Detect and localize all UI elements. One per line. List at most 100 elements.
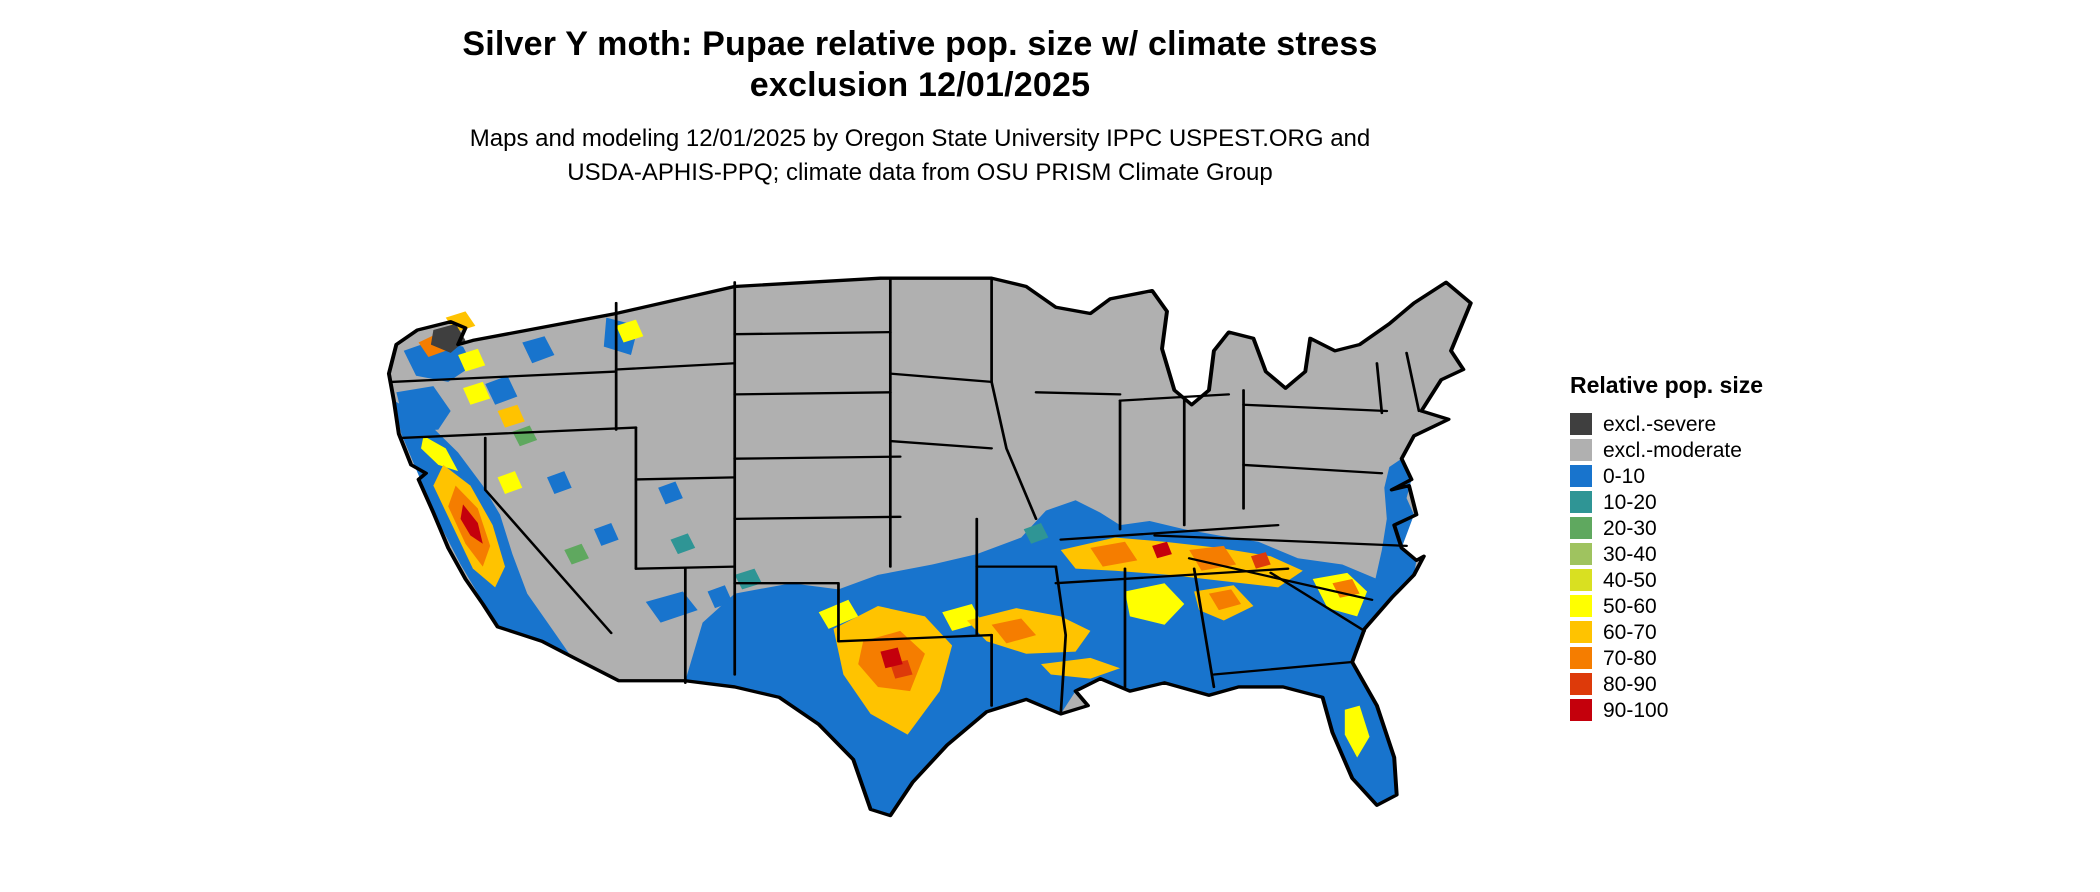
population-region bbox=[522, 336, 555, 364]
population-region bbox=[707, 585, 733, 609]
population-region bbox=[564, 543, 589, 565]
population-region bbox=[421, 435, 459, 472]
population-region bbox=[1344, 705, 1370, 758]
population-region bbox=[670, 533, 696, 555]
population-region bbox=[460, 504, 483, 544]
population-region bbox=[403, 340, 473, 382]
page-title-line-2: exclusion 12/01/2025 bbox=[749, 66, 1091, 105]
legend-row: 80-90 bbox=[1570, 671, 1870, 697]
legend-row: 30-40 bbox=[1570, 541, 1870, 567]
state-border bbox=[1054, 565, 1068, 716]
population-region bbox=[1152, 541, 1172, 559]
state-border bbox=[733, 455, 902, 460]
legend-label: 20-30 bbox=[1603, 516, 1657, 540]
population-region bbox=[1090, 541, 1138, 567]
legend-row: excl.-severe bbox=[1570, 411, 1870, 437]
population-region bbox=[485, 375, 518, 405]
legend-swatch bbox=[1570, 569, 1592, 591]
population-region bbox=[497, 404, 525, 428]
population-region bbox=[497, 471, 523, 494]
state-border bbox=[733, 391, 892, 396]
map-legend: Relative pop. size excl.-severe excl.-mo… bbox=[1570, 372, 1870, 723]
legend-swatch bbox=[1570, 673, 1592, 695]
state-border bbox=[1034, 391, 1122, 396]
legend-label: 80-90 bbox=[1603, 672, 1657, 696]
legend-swatch bbox=[1570, 595, 1592, 617]
population-region bbox=[880, 647, 903, 669]
legend-swatch bbox=[1570, 517, 1592, 539]
legend-swatch bbox=[1570, 699, 1592, 721]
state-border bbox=[733, 515, 902, 521]
legend-row: 10-20 bbox=[1570, 489, 1870, 515]
legend-label: excl.-severe bbox=[1603, 412, 1717, 436]
population-region bbox=[1023, 523, 1049, 544]
state-borders bbox=[390, 277, 1421, 716]
page-title-line-1: Silver Y moth: Pupae relative pop. size … bbox=[462, 25, 1378, 63]
state-border bbox=[1242, 463, 1384, 475]
legend-row: 0-10 bbox=[1570, 463, 1870, 489]
legend-row: 20-30 bbox=[1570, 515, 1870, 541]
population-region bbox=[547, 471, 572, 494]
legend-swatch bbox=[1570, 413, 1592, 435]
state-border bbox=[888, 439, 993, 450]
legend-swatch bbox=[1570, 543, 1592, 565]
legend-label: 0-10 bbox=[1603, 464, 1646, 488]
population-region bbox=[658, 481, 683, 505]
state-border bbox=[1212, 660, 1354, 676]
state-border bbox=[733, 582, 993, 643]
state-border bbox=[1118, 393, 1231, 402]
legend-label: 50-60 bbox=[1603, 594, 1657, 618]
population-region bbox=[1250, 552, 1271, 569]
population-region bbox=[458, 348, 486, 372]
page-title: Silver Y moth: Pupae relative pop. size … bbox=[320, 24, 1520, 107]
legend-swatch bbox=[1570, 621, 1592, 643]
legend-swatch bbox=[1570, 439, 1592, 461]
legend-label: 90-100 bbox=[1603, 698, 1669, 722]
legend-row: 50-60 bbox=[1570, 593, 1870, 619]
state-border bbox=[888, 372, 993, 384]
legend-row: 40-50 bbox=[1570, 567, 1870, 593]
population-region bbox=[616, 319, 644, 343]
legend-row: 60-70 bbox=[1570, 619, 1870, 645]
legend-label: excl.-moderate bbox=[1603, 438, 1742, 462]
state-border bbox=[1269, 571, 1366, 633]
legend-swatch bbox=[1570, 491, 1592, 513]
population-region bbox=[463, 381, 491, 405]
population-region bbox=[1041, 657, 1121, 679]
regions-pop-90-100 bbox=[460, 504, 1172, 669]
state-border bbox=[399, 426, 638, 440]
map-canvas bbox=[300, 218, 1535, 882]
state-border bbox=[1192, 567, 1216, 689]
population-region bbox=[1208, 589, 1242, 611]
legend-title: Relative pop. size bbox=[1570, 372, 1764, 398]
legend-row: excl.-moderate bbox=[1570, 437, 1870, 463]
legend-row: 70-80 bbox=[1570, 645, 1870, 671]
legend-label: 70-80 bbox=[1603, 646, 1657, 670]
conus-outline bbox=[386, 276, 1473, 818]
state-border bbox=[1405, 351, 1421, 413]
legend-label: 10-20 bbox=[1603, 490, 1657, 514]
legend-label: 40-50 bbox=[1603, 568, 1657, 592]
state-border bbox=[390, 370, 618, 384]
state-border bbox=[483, 436, 613, 635]
legend-row: 90-100 bbox=[1570, 697, 1870, 723]
population-region bbox=[512, 425, 538, 447]
state-border bbox=[1375, 362, 1384, 415]
legend-label: 60-70 bbox=[1603, 620, 1657, 644]
page-subtitle: Maps and modeling 12/01/2025 by Oregon S… bbox=[320, 122, 1520, 189]
population-region bbox=[1189, 545, 1237, 571]
population-region bbox=[1124, 583, 1185, 625]
population-region bbox=[991, 618, 1037, 644]
state-border bbox=[1059, 523, 1280, 541]
us-map-svg bbox=[386, 276, 1473, 818]
state-border bbox=[614, 362, 737, 371]
state-border bbox=[990, 380, 1038, 521]
population-region bbox=[396, 386, 451, 432]
legend-swatch bbox=[1570, 647, 1592, 669]
legend-swatch bbox=[1570, 465, 1592, 487]
state-border bbox=[634, 476, 737, 481]
population-region bbox=[593, 523, 619, 546]
state-border bbox=[733, 330, 892, 336]
legend-label: 30-40 bbox=[1603, 542, 1657, 566]
